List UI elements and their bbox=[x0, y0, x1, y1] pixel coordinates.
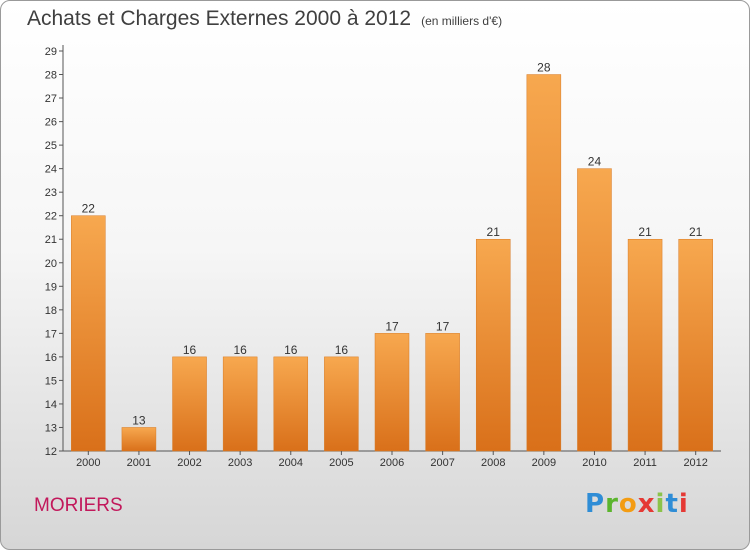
chart-title-text: Achats et Charges Externes 2000 à 2012 bbox=[27, 7, 412, 30]
bar bbox=[577, 168, 612, 452]
logo-letter: i bbox=[655, 489, 666, 519]
chart-subtitle: (en milliers d'€) bbox=[421, 14, 503, 28]
y-tick-label: 23 bbox=[45, 187, 57, 199]
y-tick-label: 17 bbox=[45, 328, 57, 340]
bar bbox=[627, 238, 663, 452]
logo-letter: x bbox=[637, 489, 656, 519]
y-tick-label: 18 bbox=[45, 305, 57, 317]
chart-title: Achats et Charges Externes 2000 à 2012 (e… bbox=[27, 7, 502, 31]
bar-value-label: 28 bbox=[537, 61, 551, 75]
bar-value-label: 21 bbox=[689, 225, 703, 239]
y-tick-label: 19 bbox=[45, 281, 57, 293]
bar bbox=[475, 238, 511, 452]
y-tick-label: 28 bbox=[45, 70, 57, 82]
x-tick-label: 2009 bbox=[532, 457, 556, 469]
bar-value-label: 16 bbox=[183, 343, 197, 357]
x-tick-label: 2001 bbox=[127, 457, 151, 469]
bar bbox=[172, 356, 207, 452]
bar-value-label: 21 bbox=[487, 225, 501, 239]
logo-letter: r bbox=[605, 489, 619, 519]
y-tick-label: 16 bbox=[45, 352, 57, 364]
y-tick-label: 21 bbox=[45, 234, 57, 246]
y-tick-label: 22 bbox=[45, 211, 57, 223]
logo-letter: o bbox=[618, 489, 638, 519]
bar-value-label: 22 bbox=[82, 202, 96, 216]
y-tick-label: 14 bbox=[45, 399, 57, 411]
x-tick-label: 2006 bbox=[380, 457, 404, 469]
y-tick-label: 20 bbox=[45, 258, 57, 270]
y-tick-label: 25 bbox=[45, 140, 57, 152]
x-tick-label: 2007 bbox=[430, 457, 454, 469]
bar bbox=[425, 333, 460, 452]
x-tick-label: 2002 bbox=[177, 457, 201, 469]
logo-letter: t bbox=[665, 489, 679, 519]
y-tick-label: 15 bbox=[45, 375, 57, 387]
x-tick-label: 2005 bbox=[329, 457, 353, 469]
bar bbox=[678, 238, 713, 452]
x-tick-label: 2010 bbox=[582, 457, 606, 469]
bar-value-label: 21 bbox=[638, 225, 652, 239]
y-tick-label: 24 bbox=[45, 164, 57, 176]
logo-letter: P bbox=[585, 489, 606, 519]
proxiti-logo[interactable]: Proxiti bbox=[585, 489, 689, 519]
bar bbox=[71, 215, 106, 452]
x-tick-label: 2008 bbox=[481, 457, 505, 469]
bar-value-label: 13 bbox=[132, 413, 146, 427]
y-tick-label: 12 bbox=[45, 446, 57, 458]
y-tick-label: 27 bbox=[45, 93, 57, 105]
bar bbox=[526, 74, 562, 452]
bar-value-label: 24 bbox=[588, 155, 602, 169]
bar bbox=[374, 333, 410, 452]
bar bbox=[121, 427, 157, 452]
logo-letter: i bbox=[678, 489, 689, 519]
bar-value-label: 16 bbox=[335, 343, 349, 357]
bar bbox=[222, 356, 258, 452]
x-tick-label: 2003 bbox=[228, 457, 252, 469]
bar bbox=[324, 356, 359, 452]
y-tick-label: 13 bbox=[45, 422, 57, 434]
x-tick-label: 2004 bbox=[279, 457, 303, 469]
bar-value-label: 17 bbox=[385, 319, 399, 333]
commune-name: MORIERS bbox=[34, 495, 123, 516]
bar-value-label: 16 bbox=[284, 343, 298, 357]
y-tick-label: 26 bbox=[45, 117, 57, 129]
x-tick-label: 2011 bbox=[633, 457, 657, 469]
x-tick-label: 2000 bbox=[76, 457, 100, 469]
x-tick-label: 2012 bbox=[683, 457, 707, 469]
bar-value-label: 17 bbox=[436, 319, 450, 333]
bar bbox=[273, 356, 309, 452]
bar-value-label: 16 bbox=[233, 343, 247, 357]
y-tick-label: 29 bbox=[45, 46, 57, 58]
